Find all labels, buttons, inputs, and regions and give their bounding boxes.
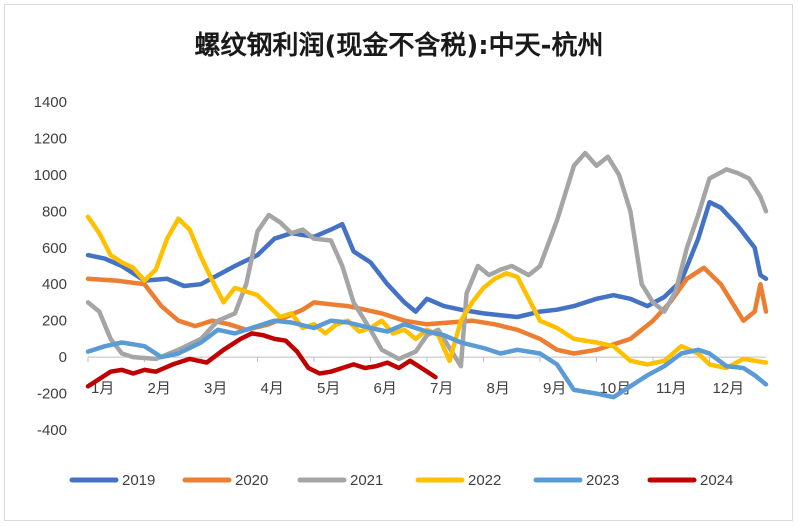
y-axis: 1400 1200 1000 800 600 400 200 0 -200 -400	[34, 94, 67, 439]
y-tick-label: 0	[59, 349, 67, 366]
chart-title: 螺纹钢利润(现金不含税):中天-杭州	[195, 30, 604, 61]
legend-item-2024: 2024	[647, 472, 733, 489]
y-tick-label: 800	[42, 203, 67, 220]
chart-frame	[4, 4, 793, 521]
x-tick-label: 4月	[261, 380, 284, 397]
series-line-2023	[85, 318, 769, 400]
legend-item-2022: 2022	[415, 472, 501, 489]
legend-label: 2020	[235, 472, 268, 489]
x-tick-label: 7月	[430, 380, 453, 397]
legend-label: 2024	[700, 472, 733, 489]
y-tick-label: 1200	[34, 130, 67, 147]
y-tick-label: -200	[37, 386, 67, 403]
series-layer	[85, 150, 769, 400]
x-tick-label: 5月	[317, 380, 340, 397]
y-tick-label: 400	[42, 276, 67, 293]
legend-item-2020: 2020	[182, 472, 268, 489]
x-tick-label: 2月	[148, 380, 171, 397]
y-tick-label: 1000	[34, 167, 67, 184]
legend-label: 2022	[468, 472, 501, 489]
series-line-2022	[85, 214, 769, 371]
legend-item-2019: 2019	[69, 472, 155, 489]
legend-item-2021: 2021	[297, 472, 383, 489]
legend-label: 2021	[350, 472, 383, 489]
series-line-2019	[85, 199, 769, 320]
y-tick-label: 1400	[34, 94, 67, 111]
y-tick-label: 200	[42, 313, 67, 330]
legend-label: 2019	[122, 472, 155, 489]
x-axis: 1月 2月 3月 4月 5月 6月 7月 8月 9月 10月 11月 12月	[87, 356, 766, 397]
x-tick-label: 1月	[91, 380, 114, 397]
x-tick-label: 11月	[656, 380, 687, 397]
legend-item-2023: 2023	[533, 472, 619, 489]
x-tick-label: 12月	[713, 380, 745, 397]
legend: 2019 2020 2021 2022 2023 2024	[69, 472, 733, 489]
x-tick-label: 3月	[204, 380, 227, 397]
x-tick-label: 6月	[374, 380, 397, 397]
series-line-2021	[85, 150, 769, 369]
y-tick-label: 600	[42, 240, 67, 257]
x-tick-label: 9月	[543, 380, 566, 397]
x-tick-label: 8月	[487, 380, 510, 397]
y-tick-label: -400	[37, 422, 67, 439]
legend-label: 2023	[586, 472, 619, 489]
series-line-2024	[85, 331, 438, 389]
